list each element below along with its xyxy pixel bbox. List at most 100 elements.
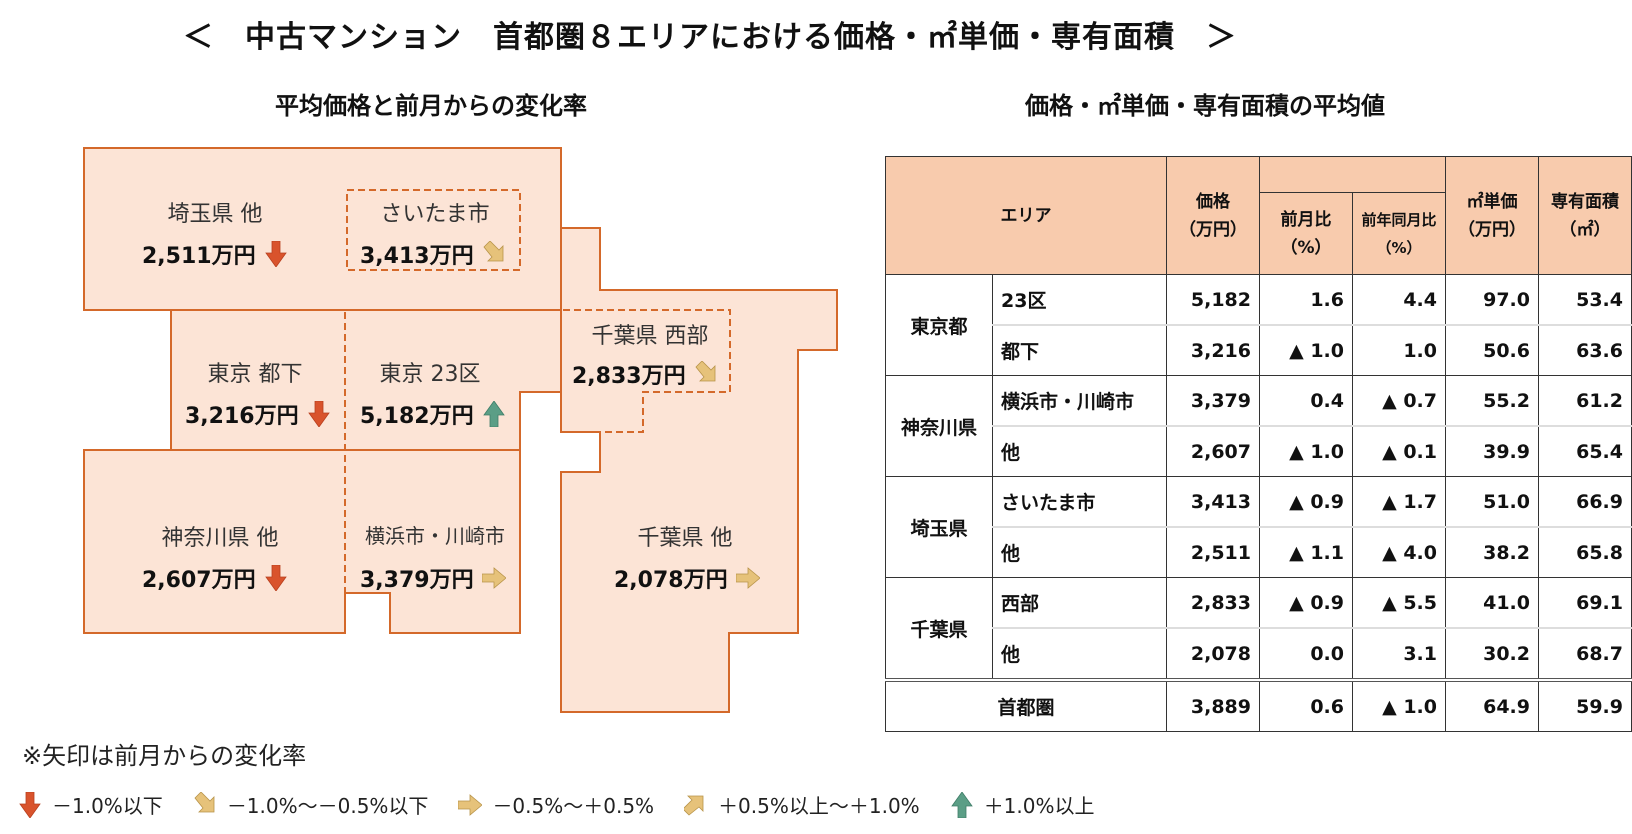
table-row: 都下 3,216 ▲ 1.0 1.0 50.6 63.6 xyxy=(886,324,1632,376)
arrow-note: ※矢印は前月からの変化率 xyxy=(22,742,307,770)
mom-cell: ▲ 0.9 xyxy=(1259,476,1353,528)
region-price: 3,216万円 xyxy=(185,398,331,430)
header-area-size: 専有面積 （㎡） xyxy=(1538,156,1632,275)
pref-cell: 東京都 xyxy=(885,274,993,376)
price-cell: 2,511 xyxy=(1166,526,1260,578)
table-row: 千葉県 西部 2,833 ▲ 0.9 ▲ 5.5 41.0 69.1 xyxy=(885,577,1632,681)
arrow-down-right-icon xyxy=(483,241,503,262)
region-saitama xyxy=(83,147,562,311)
mom-cell: ▲ 1.1 xyxy=(1259,526,1353,578)
region-name: 神奈川県 他 xyxy=(161,526,279,551)
arrow-right-icon xyxy=(481,567,506,589)
mom-cell: 1.6 xyxy=(1259,274,1353,326)
price-cell: 2,078 xyxy=(1166,627,1260,681)
total-price-cell: 3,889 xyxy=(1166,678,1260,732)
size-cell: 68.7 xyxy=(1538,627,1632,681)
arrow-down-icon xyxy=(308,401,329,427)
size-cell: 69.1 xyxy=(1538,577,1632,629)
sub-area-cell: 横浜市・川崎市 xyxy=(992,375,1167,427)
region-name: 千葉県 西部 xyxy=(591,324,709,349)
arrow-down-icon xyxy=(265,241,286,267)
region-chiba xyxy=(560,227,838,713)
table-row: 他 2,078 0.0 3.1 30.2 68.7 xyxy=(886,627,1632,681)
sub-area-cell: 他 xyxy=(992,526,1167,578)
pref-cell: 埼玉県 xyxy=(885,476,993,578)
region-price: 2,078万円 xyxy=(614,562,760,594)
arrow-up-right-icon xyxy=(684,795,704,815)
mom-cell: ▲ 1.0 xyxy=(1259,324,1353,376)
region-price: 3,413万円 xyxy=(360,238,506,270)
yoy-cell: ▲ 5.5 xyxy=(1352,577,1446,629)
price-cell: 3,413 xyxy=(1166,476,1260,528)
table-row: 埼玉県 さいたま市 3,413 ▲ 0.9 ▲ 1.7 51.0 66.9 xyxy=(885,476,1632,578)
unit-cell: 50.6 xyxy=(1445,324,1539,376)
size-cell: 65.4 xyxy=(1538,425,1632,477)
region-name: 埼玉県 他 xyxy=(167,202,263,227)
table-row: 東京都 23区 5,182 1.6 4.4 97.0 53.4 xyxy=(885,274,1632,376)
region-price: 2,833万円 xyxy=(572,358,718,390)
arrow-right-icon xyxy=(735,567,760,589)
yoy-cell: ▲ 4.0 xyxy=(1352,526,1446,578)
header-mom: 前月比 （%） xyxy=(1259,192,1353,275)
region-name: 千葉県 他 xyxy=(637,526,733,551)
region-price: 5,182万円 xyxy=(360,398,506,430)
region-price: 2,511万円 xyxy=(142,238,288,270)
mom-cell: 0.4 xyxy=(1259,375,1353,427)
arrow-right-icon xyxy=(458,794,483,815)
region-name: 東京 23区 xyxy=(379,362,481,387)
unit-cell: 55.2 xyxy=(1445,375,1539,427)
map-subtitle: 平均価格と前月からの変化率 xyxy=(275,92,587,120)
region-price: 2,607万円 xyxy=(142,562,288,594)
unit-cell: 97.0 xyxy=(1445,274,1539,326)
size-cell: 53.4 xyxy=(1538,274,1632,326)
region-map xyxy=(83,147,838,713)
table-row: 神奈川県 横浜市・川崎市 3,379 0.4 ▲ 0.7 55.2 61.2 xyxy=(885,375,1632,477)
mom-cell: 0.0 xyxy=(1259,627,1353,681)
pref-cell: 神奈川県 xyxy=(885,375,993,477)
price-cell: 3,216 xyxy=(1166,324,1260,376)
arrow-up-icon xyxy=(483,401,504,427)
region-name: さいたま市 xyxy=(380,202,490,227)
unit-cell: 51.0 xyxy=(1445,476,1539,528)
header-area: エリア xyxy=(885,156,1167,275)
size-cell: 63.6 xyxy=(1538,324,1632,376)
sub-area-cell: 都下 xyxy=(992,324,1167,376)
unit-cell: 38.2 xyxy=(1445,526,1539,578)
arrow-down-icon xyxy=(19,791,41,818)
price-cell: 5,182 xyxy=(1166,274,1260,326)
mom-cell: ▲ 1.0 xyxy=(1259,425,1353,477)
legend-item: －1.0%～－0.5%以下 xyxy=(193,790,428,819)
mom-cell: ▲ 0.9 xyxy=(1259,577,1353,629)
total-unit-cell: 64.9 xyxy=(1445,678,1539,732)
total-row: 首都圏 3,889 0.6 ▲ 1.0 64.9 59.9 xyxy=(885,678,1632,732)
unit-cell: 41.0 xyxy=(1445,577,1539,629)
legend-item: －1.0%以下 xyxy=(18,790,163,819)
price-cell: 2,607 xyxy=(1166,425,1260,477)
header-yoy: 前年同月比 （%） xyxy=(1352,192,1446,275)
page-title: ＜ 中古マンション 首都圏８エリアにおける価格・㎡単価・専有面積 ＞ xyxy=(183,20,1237,55)
region-name: 東京 都下 xyxy=(207,362,303,387)
table-row: 他 2,607 ▲ 1.0 ▲ 0.1 39.9 65.4 xyxy=(886,425,1632,477)
size-cell: 66.9 xyxy=(1538,476,1632,528)
size-cell: 65.8 xyxy=(1538,526,1632,578)
header-unit-price: ㎡単価 （万円） xyxy=(1445,156,1539,275)
sub-area-cell: さいたま市 xyxy=(992,476,1167,528)
total-mom-cell: 0.6 xyxy=(1259,678,1353,732)
region-name: 横浜市・川崎市 xyxy=(365,524,505,548)
arrow-down-right-icon xyxy=(194,791,215,812)
total-label: 首都圏 xyxy=(885,678,1167,732)
sub-area-cell: 他 xyxy=(992,627,1167,681)
arrow-legend: －1.0%以下 －1.0%～－0.5%以下 －0.5%～＋0.5% ＋0.5%以… xyxy=(18,790,1095,819)
legend-item: ＋0.5%以上～＋1.0% xyxy=(684,790,920,819)
yoy-cell: 1.0 xyxy=(1352,324,1446,376)
total-yoy-cell: ▲ 1.0 xyxy=(1352,678,1446,732)
sub-area-cell: 23区 xyxy=(992,274,1167,326)
size-cell: 61.2 xyxy=(1538,375,1632,427)
yoy-cell: ▲ 0.1 xyxy=(1352,425,1446,477)
sub-area-cell: 西部 xyxy=(992,577,1167,629)
yoy-cell: 4.4 xyxy=(1352,274,1446,326)
sub-area-cell: 他 xyxy=(992,425,1167,477)
yoy-cell: ▲ 0.7 xyxy=(1352,375,1446,427)
pref-cell: 千葉県 xyxy=(885,577,993,681)
unit-cell: 39.9 xyxy=(1445,425,1539,477)
